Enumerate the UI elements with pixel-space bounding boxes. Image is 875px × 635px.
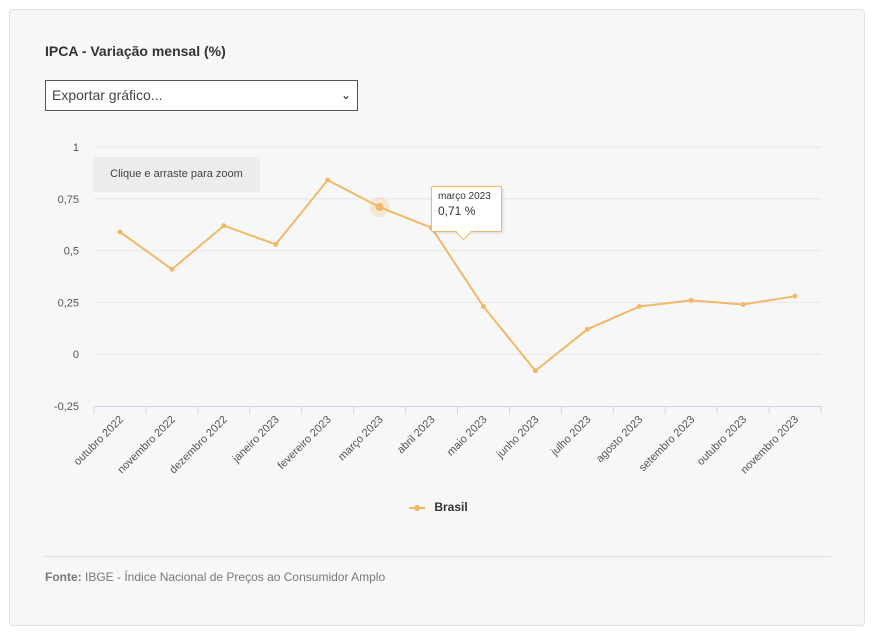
y-tick-labels: 1 0,75 0,5 0,25 0 -0,25 bbox=[54, 142, 79, 413]
source-text: IBGE - Índice Nacional de Preços ao Cons… bbox=[85, 570, 386, 584]
x-tick-label: março 2023 bbox=[336, 414, 386, 464]
y-tick-label: 0,25 bbox=[58, 297, 79, 309]
data-point bbox=[375, 203, 384, 212]
y-tick-label: -0,25 bbox=[54, 401, 79, 413]
x-tick-label: janeiro 2023 bbox=[230, 414, 282, 466]
x-tick-label: outubro 2022 bbox=[72, 414, 126, 468]
legend-label: Brasil bbox=[434, 500, 468, 514]
x-tick-label: fevereiro 2023 bbox=[276, 414, 334, 472]
source-note: Fonte: IBGE - Índice Nacional de Preços … bbox=[45, 570, 385, 584]
data-point bbox=[584, 326, 590, 332]
data-point bbox=[117, 229, 123, 235]
tooltip-value: 0,71 % bbox=[438, 204, 476, 218]
chart-title: IPCA - Variação mensal (%) bbox=[45, 43, 226, 59]
series-line bbox=[118, 179, 797, 372]
divider bbox=[45, 556, 831, 557]
tooltip: março 2023 0,71 % bbox=[431, 186, 502, 241]
data-point bbox=[325, 177, 331, 183]
chart-card bbox=[9, 9, 865, 626]
y-tick-label: 0 bbox=[73, 349, 79, 361]
source-prefix: Fonte: bbox=[45, 570, 82, 584]
x-tick-label: junho 2023 bbox=[494, 414, 542, 462]
data-point bbox=[532, 368, 538, 374]
export-select-value: Exportar gráfico... bbox=[52, 87, 163, 103]
tooltip-label: março 2023 bbox=[438, 191, 491, 202]
y-tick-label: 0,5 bbox=[64, 246, 79, 258]
data-point bbox=[480, 304, 486, 310]
x-tick-label: outubro 2023 bbox=[695, 414, 749, 468]
legend-item-brasil[interactable]: Brasil bbox=[409, 499, 468, 515]
export-chart-select[interactable]: Exportar gráfico... ⌄ bbox=[45, 80, 358, 111]
data-point bbox=[688, 297, 694, 303]
data-point bbox=[792, 293, 798, 299]
data-point bbox=[273, 241, 279, 247]
x-tick-label: julho 2023 bbox=[548, 414, 593, 459]
data-point bbox=[636, 304, 642, 310]
x-axis bbox=[93, 406, 822, 414]
y-tick-label: 1 bbox=[73, 142, 79, 154]
x-tick-label: setembro 2023 bbox=[637, 414, 697, 474]
x-tick-label: agosto 2023 bbox=[594, 414, 645, 465]
x-tick-label: abril 2023 bbox=[395, 414, 438, 457]
chevron-down-icon: ⌄ bbox=[340, 88, 351, 102]
x-tick-label: maio 2023 bbox=[445, 414, 490, 459]
y-tick-label: 0,75 bbox=[58, 194, 79, 206]
legend-line-marker-icon bbox=[409, 504, 425, 511]
zoom-hint: Clique e arraste para zoom bbox=[93, 157, 260, 192]
data-point bbox=[740, 301, 746, 307]
data-point bbox=[169, 266, 175, 272]
data-point bbox=[221, 223, 227, 229]
